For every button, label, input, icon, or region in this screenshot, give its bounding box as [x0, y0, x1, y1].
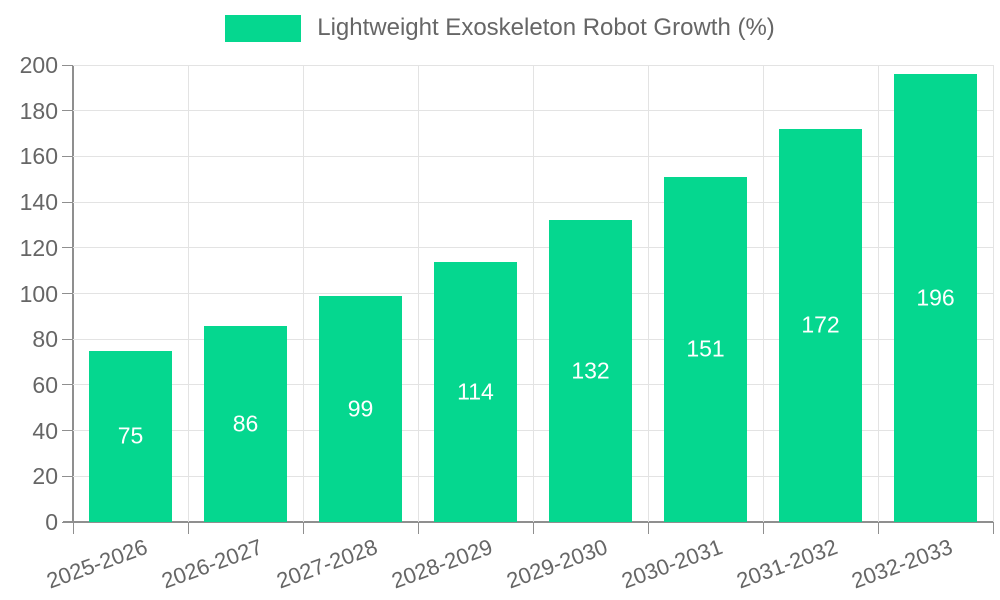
bar-value-label: 132: [571, 357, 610, 384]
x-axis-category-label: 2032-2033: [848, 534, 957, 594]
x-axis-tick: [417, 522, 419, 534]
y-axis-tick: [62, 155, 73, 157]
bar-value-label: 151: [686, 335, 725, 362]
x-axis-category-label: 2029-2030: [503, 534, 612, 594]
bar-2031-2032[interactable]: 172: [779, 128, 862, 522]
y-axis-tick: [62, 247, 73, 249]
y-axis-tick-label: 40: [32, 417, 58, 444]
x-axis-tick: [992, 522, 994, 534]
bar-2026-2027[interactable]: 86: [204, 325, 287, 522]
bar-2025-2026[interactable]: 75: [89, 350, 172, 522]
x-axis-tick: [877, 522, 879, 534]
gridline-vertical: [647, 65, 649, 522]
x-axis-category-label: 2027-2028: [273, 534, 382, 594]
bar-value-label: 172: [801, 311, 840, 338]
bar-2030-2031[interactable]: 151: [664, 176, 747, 522]
y-axis-tick: [62, 110, 73, 112]
y-axis-tick-label: 60: [32, 371, 58, 398]
x-axis-tick: [647, 522, 649, 534]
bar-value-label: 196: [916, 284, 955, 311]
y-axis-tick-label: 20: [32, 463, 58, 490]
y-axis-tick-label: 0: [45, 509, 58, 535]
x-axis-tick: [762, 522, 764, 534]
gridline-vertical: [302, 65, 304, 522]
x-axis-category-label: 2025-2026: [43, 534, 152, 594]
legend-swatch-icon: [225, 14, 302, 42]
y-axis-tick-label: 120: [19, 234, 58, 261]
y-axis-tick-label: 160: [19, 143, 58, 170]
y-axis-tick: [62, 521, 73, 523]
bar-value-label: 86: [232, 410, 259, 437]
x-axis-tick: [72, 522, 74, 534]
x-axis-category-label: 2031-2032: [733, 534, 842, 594]
x-axis-category-label: 2028-2029: [388, 534, 497, 594]
bar-value-label: 75: [117, 422, 144, 449]
bar-2028-2029[interactable]: 114: [434, 261, 517, 522]
y-axis-tick: [62, 293, 73, 294]
y-axis-tick-label: 200: [19, 52, 58, 78]
x-axis-tick: [532, 522, 534, 534]
y-axis-tick: [62, 338, 73, 340]
y-axis-tick: [62, 430, 73, 432]
legend[interactable]: Lightweight Exoskeleton Robot Growth (%): [0, 14, 1000, 42]
bar-2027-2028[interactable]: 99: [319, 295, 402, 522]
bar-2029-2030[interactable]: 132: [549, 220, 632, 522]
legend-label: Lightweight Exoskeleton Robot Growth (%): [317, 14, 775, 41]
bar-value-label: 114: [457, 378, 494, 405]
plot-area: 75 2025-2026 86 2026-2027 99 2027-2028 114 2028…: [44, 64, 994, 593]
x-axis-tick: [187, 522, 189, 534]
gridline-vertical: [762, 65, 764, 522]
y-axis-tick: [62, 64, 73, 66]
y-axis-tick: [62, 475, 73, 477]
x-axis-category-label: 2026-2027: [158, 534, 267, 594]
y-axis-tick-label: 80: [32, 326, 58, 353]
gridline-vertical: [992, 65, 994, 522]
gridline-vertical: [877, 65, 879, 522]
y-axis-tick: [62, 384, 73, 386]
gridline-vertical: [417, 65, 419, 522]
x-axis-tick: [302, 522, 304, 534]
y-axis-labels: 0 20 40 60 80 100 120 140 160 180 200: [0, 54, 58, 534]
bar-2032-2033[interactable]: 196: [894, 74, 977, 522]
x-axis-category-label: 2030-2031: [618, 534, 727, 594]
y-axis-tick-label: 100: [19, 280, 58, 307]
gridline-vertical: [187, 65, 189, 522]
gridline-vertical: [532, 65, 534, 522]
x-axis-line: [63, 521, 993, 523]
y-axis-tick-label: 140: [19, 189, 58, 216]
bar-value-label: 99: [347, 395, 374, 422]
y-axis-tick: [62, 201, 73, 203]
y-axis-tick-label: 180: [19, 97, 58, 124]
